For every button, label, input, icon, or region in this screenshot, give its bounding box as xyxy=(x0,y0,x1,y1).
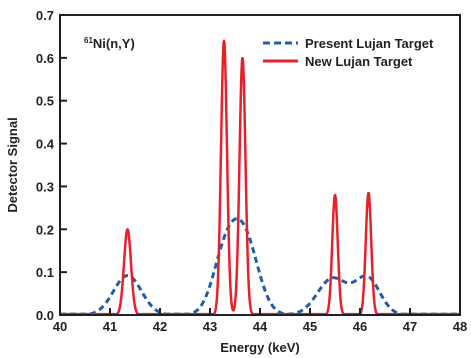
x-tick-label: 43 xyxy=(203,319,217,334)
x-tick-label: 45 xyxy=(303,319,317,334)
y-tick-label: 0.0 xyxy=(36,308,54,323)
x-tick-label: 44 xyxy=(253,319,268,334)
legend-label-new: New Lujan Target xyxy=(305,54,413,69)
y-tick-label: 0.2 xyxy=(36,222,54,237)
y-tick-label: 0.3 xyxy=(36,179,54,194)
annotation-superscript: 61 xyxy=(84,36,93,45)
legend: Present Lujan Target New Lujan Target xyxy=(263,36,434,69)
y-tick-label: 0.6 xyxy=(36,51,54,66)
series-new-line xyxy=(59,39,461,316)
x-tick-label: 46 xyxy=(353,319,367,334)
y-axis-title: Detector Signal xyxy=(5,117,20,212)
x-tick-label: 48 xyxy=(453,319,467,334)
y-tick-label: 0.7 xyxy=(36,8,54,23)
x-tick-label: 41 xyxy=(103,319,117,334)
annotation-text: Ni(n,Y) xyxy=(93,36,135,51)
y-tick-label: 0.1 xyxy=(36,265,54,280)
legend-label-present: Present Lujan Target xyxy=(305,36,434,51)
annotation-label: 61Ni(n,Y) xyxy=(84,36,135,51)
series-layer xyxy=(58,39,462,316)
series-present-line xyxy=(58,217,462,316)
x-tick-label: 47 xyxy=(403,319,417,334)
y-tick-label: 0.4 xyxy=(36,137,55,152)
ticks-layer: 40 41 42 43 44 45 46 47 48 0.0 0.1 0.2 0.3 0.4 0.5 0.6 0… xyxy=(36,8,467,334)
x-tick-label: 42 xyxy=(153,319,167,334)
x-axis-title: Energy (keV) xyxy=(220,340,299,355)
y-tick-label: 0.5 xyxy=(36,94,54,109)
x-tick-label: 40 xyxy=(53,319,67,334)
